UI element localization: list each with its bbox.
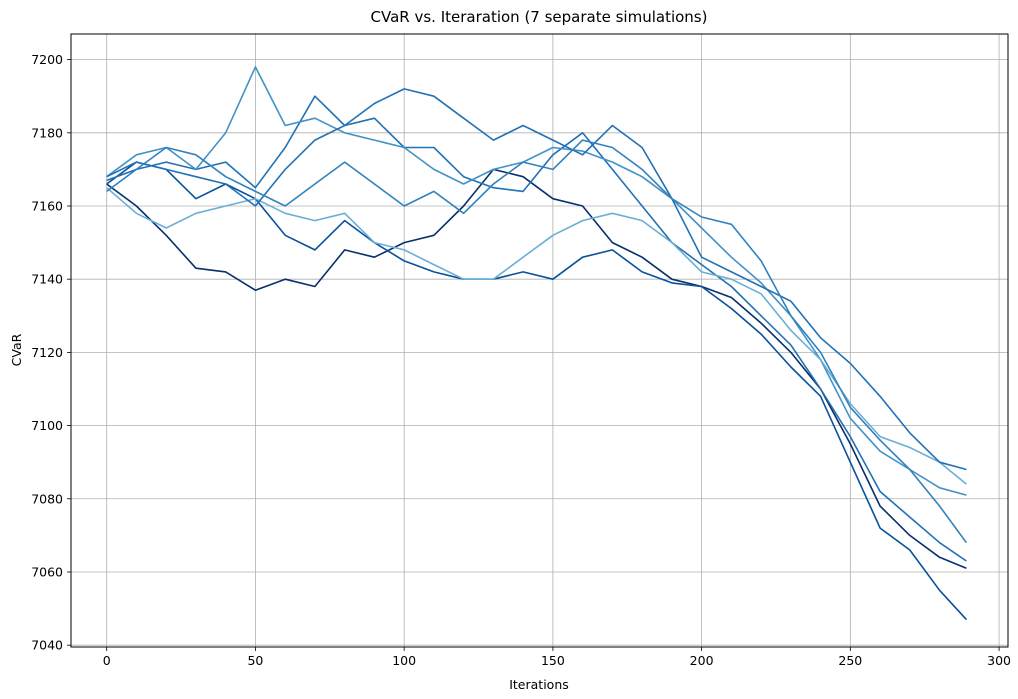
x-tick-label: 100 [392, 653, 416, 668]
y-tick-label: 7160 [31, 199, 63, 214]
x-tick-label: 250 [838, 653, 862, 668]
x-tick-label: 150 [541, 653, 565, 668]
series-line-3 [106, 95, 967, 562]
series-line-2 [106, 161, 967, 621]
plot-frame [70, 33, 1009, 648]
series-line-4 [106, 66, 967, 496]
y-tick-label: 7140 [31, 272, 63, 287]
y-ticks: 7040 7060 7080 7100 7120 7140 7160 7180 7200 [31, 52, 71, 653]
y-tick-label: 7060 [31, 564, 63, 579]
x-tick-label: 50 [247, 653, 263, 668]
y-tick-label: 7120 [31, 345, 63, 360]
y-tick-label: 7200 [31, 52, 63, 67]
y-tick-label: 7040 [31, 638, 63, 653]
y-axis-label: CVaR [9, 333, 24, 366]
y-tick-label: 7100 [31, 418, 63, 433]
x-tick-label: 0 [103, 653, 111, 668]
y-tick-label: 7080 [31, 491, 63, 506]
series-line-1 [106, 168, 967, 570]
x-tick-label: 300 [987, 653, 1011, 668]
x-axis-label: Iterations [509, 677, 569, 692]
series-line-6 [106, 88, 967, 471]
series-line-7 [106, 139, 968, 544]
plot-lines [106, 66, 968, 621]
chart-title: CVaR vs. Iteraration (7 separate simulat… [371, 8, 708, 26]
grid-lines [71, 34, 1008, 647]
x-tick-label: 200 [690, 653, 714, 668]
y-tick-label: 7180 [31, 125, 63, 140]
x-ticks: 0 50 100 150 200 250 300 [103, 647, 1011, 668]
series-line-5 [106, 187, 967, 485]
